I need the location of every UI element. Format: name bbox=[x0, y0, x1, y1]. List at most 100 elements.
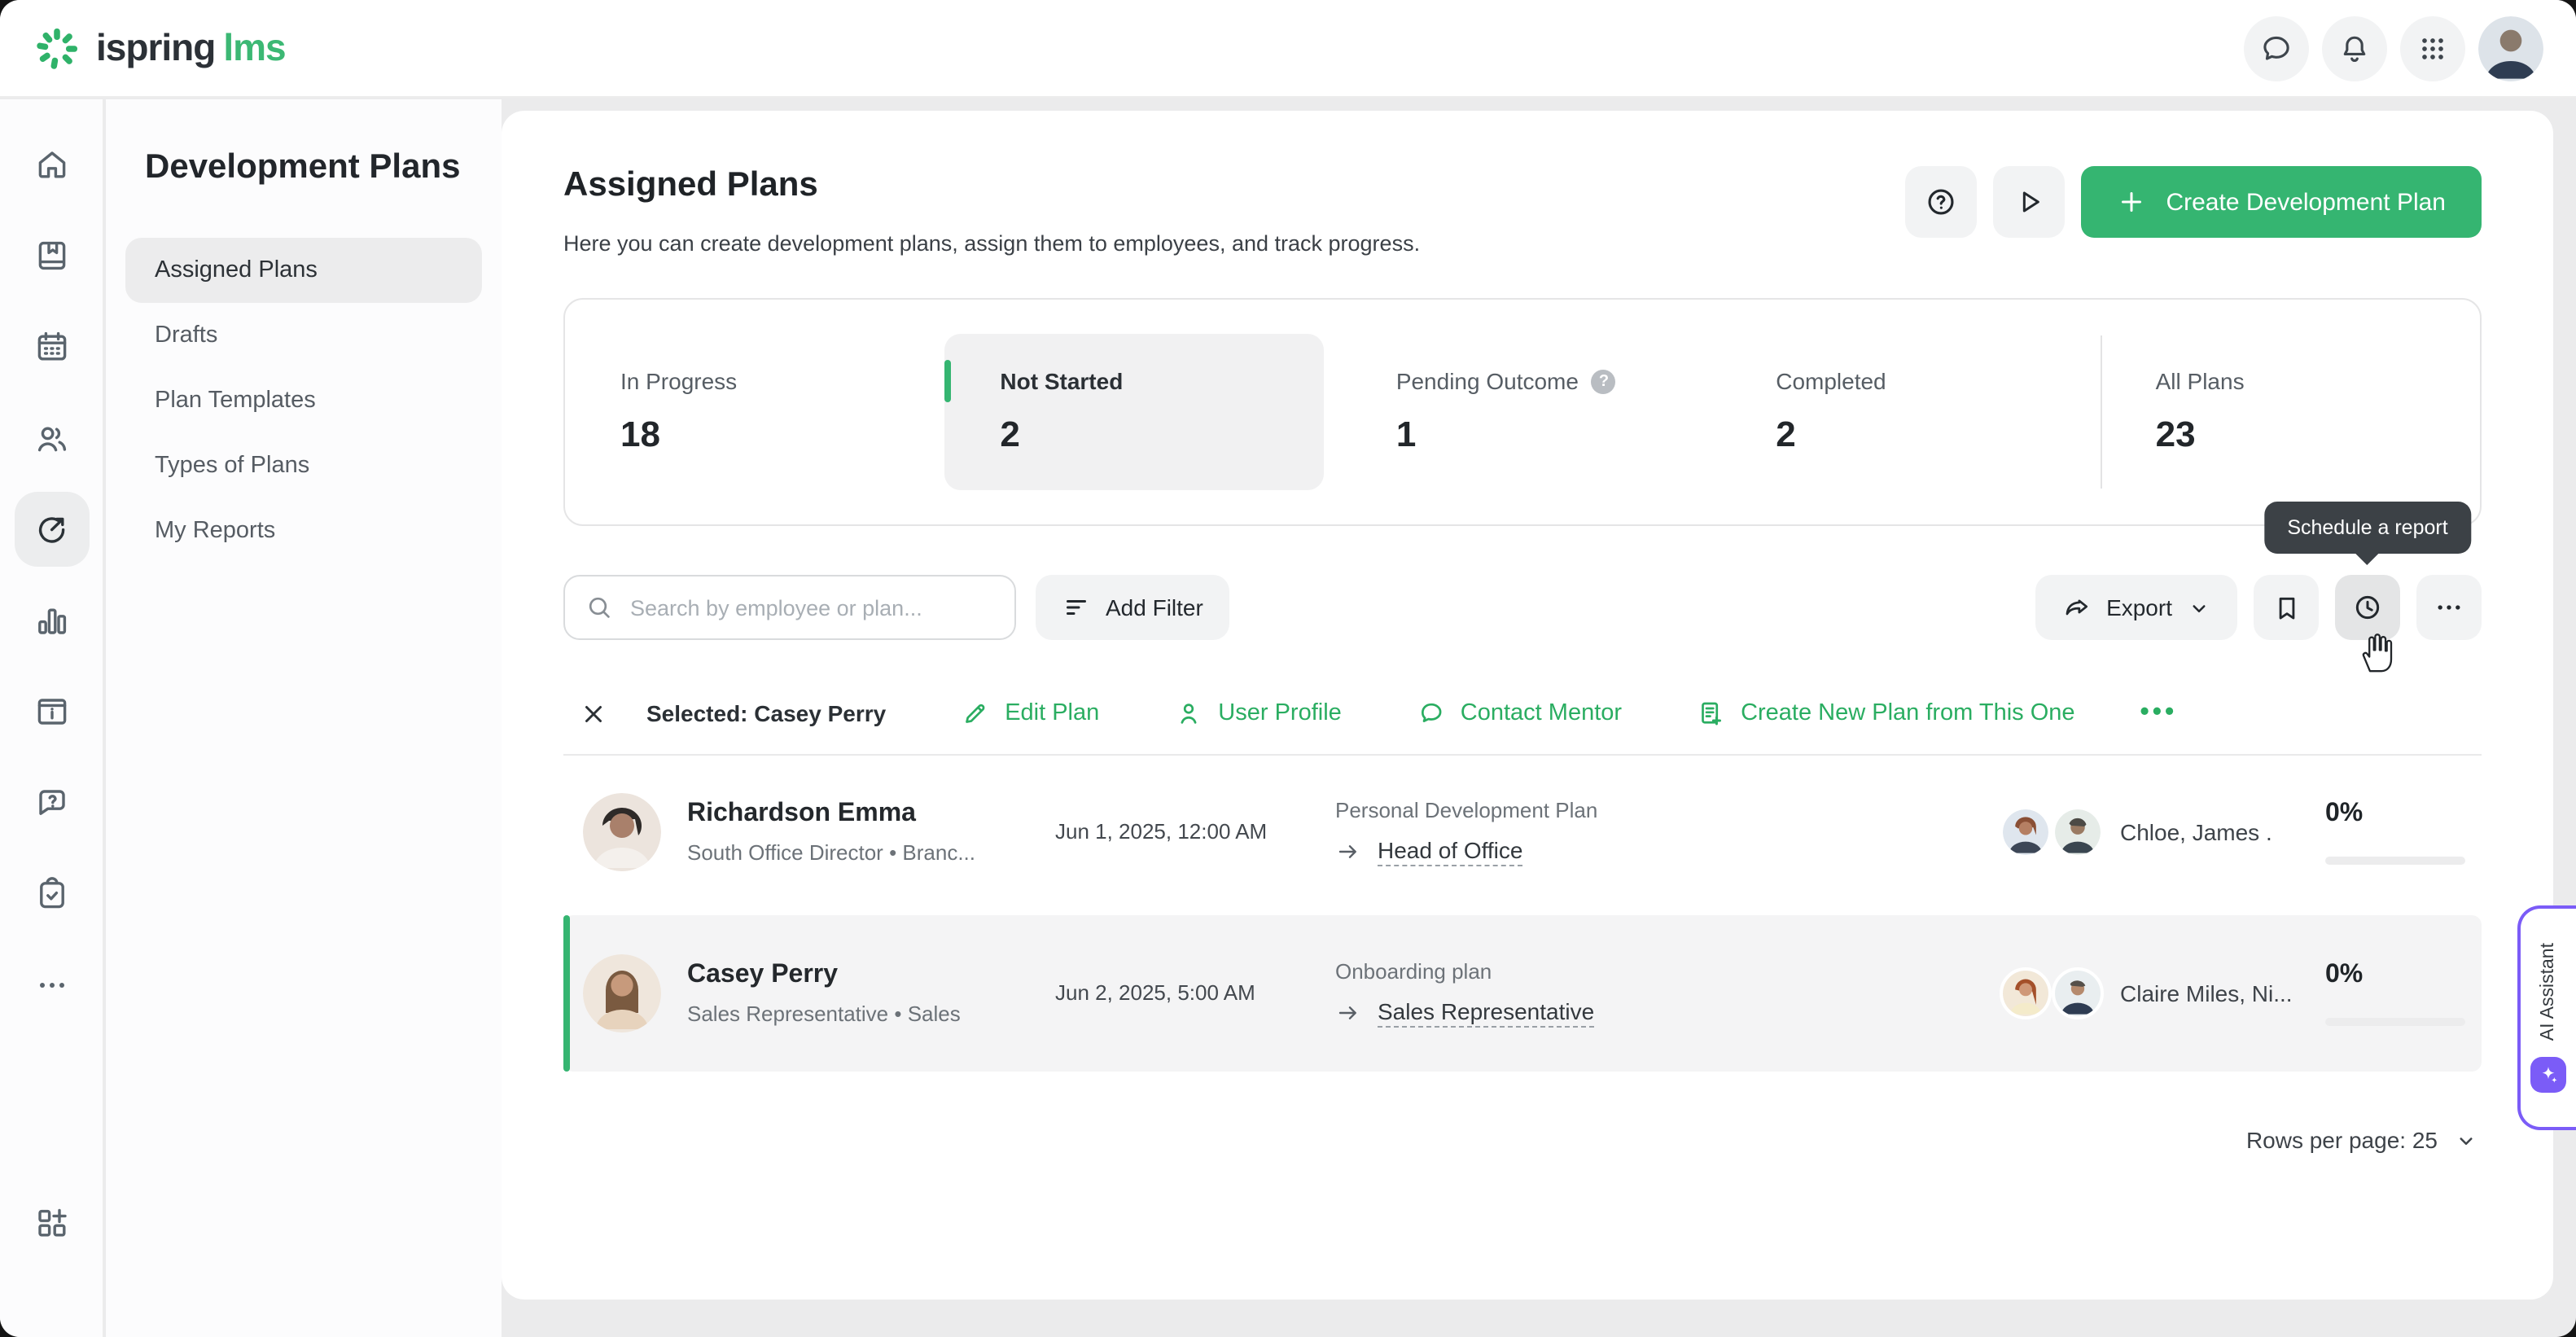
page-description: Here you can create development plans, a… bbox=[563, 231, 1421, 256]
users-icon[interactable] bbox=[32, 419, 71, 458]
plus-icon bbox=[2117, 187, 2146, 217]
saved-report-button[interactable] bbox=[2254, 575, 2319, 640]
progress-value: 0% bbox=[2325, 800, 2364, 827]
document-plus-icon bbox=[1697, 699, 1726, 728]
calendar-icon[interactable] bbox=[32, 327, 71, 366]
search-box bbox=[563, 575, 1016, 640]
employee-name: Casey Perry bbox=[687, 961, 839, 989]
more-ellipsis-icon[interactable] bbox=[32, 966, 71, 1005]
plan-type: Personal Development Plan bbox=[1335, 798, 1598, 822]
sidebar-item-my-reports[interactable]: My Reports bbox=[155, 518, 276, 545]
user-avatar[interactable] bbox=[2478, 15, 2543, 81]
ai-assistant-tab[interactable]: AI Assistant bbox=[2517, 905, 2576, 1130]
plan-date: Jun 2, 2025, 5:00 AM bbox=[1055, 980, 1255, 1005]
mouse-cursor-pointer bbox=[2355, 630, 2395, 674]
table-toolbar: Add Filter Export Schedule a report bbox=[563, 502, 2482, 673]
notifications-bell-icon bbox=[2337, 30, 2372, 66]
stat-all-plans[interactable]: All Plans 23 bbox=[2100, 300, 2480, 524]
mentor-avatar bbox=[2000, 806, 2052, 858]
info-board-icon[interactable] bbox=[32, 692, 71, 731]
stat-completed[interactable]: Completed 2 bbox=[1776, 368, 1886, 454]
sidebar-item-types-of-plans[interactable]: Types of Plans bbox=[155, 453, 310, 480]
plan-type: Onboarding plan bbox=[1335, 959, 1492, 984]
chevron-down-icon[interactable] bbox=[2454, 1128, 2478, 1152]
notifications-button[interactable] bbox=[2322, 15, 2387, 81]
chat-icon bbox=[2258, 30, 2294, 66]
apps-grid-icon bbox=[2416, 32, 2449, 64]
add-filter-button[interactable]: Add Filter bbox=[1036, 575, 1229, 640]
selection-more-button[interactable]: ••• bbox=[2140, 699, 2178, 726]
pagination-bar: Rows per page: 25 bbox=[563, 1127, 2482, 1153]
page-title: Assigned Plans bbox=[563, 166, 818, 204]
ellipsis-icon bbox=[2433, 591, 2465, 624]
help-chat-icon[interactable] bbox=[32, 783, 71, 822]
arrow-right-icon bbox=[1335, 1000, 1361, 1026]
plan-row-richardson-emma[interactable]: Richardson Emma South Office Director • … bbox=[563, 756, 2482, 909]
clipboard-check-icon[interactable] bbox=[32, 875, 71, 914]
selected-stat-accent bbox=[944, 360, 952, 402]
plan-row-casey-perry[interactable]: Casey Perry Sales Representative • Sales… bbox=[563, 915, 2482, 1072]
stat-pending-outcome[interactable]: Pending Outcome? 1 bbox=[1341, 300, 1720, 524]
apps-button[interactable] bbox=[2400, 15, 2465, 81]
sidebar-item-assigned-plans[interactable]: Assigned Plans bbox=[125, 238, 482, 304]
stat-in-progress[interactable]: In Progress 18 bbox=[620, 368, 738, 454]
user-profile-action[interactable]: User Profile bbox=[1174, 699, 1342, 728]
rail-item-development-plans[interactable] bbox=[14, 492, 89, 567]
top-bar: ispring lms bbox=[0, 0, 2576, 98]
close-icon[interactable] bbox=[580, 699, 607, 727]
create-development-plan-button[interactable]: Create Development Plan bbox=[2081, 166, 2482, 238]
bar-chart-icon[interactable] bbox=[32, 601, 71, 640]
watch-video-button[interactable] bbox=[1993, 166, 2066, 238]
chat-button[interactable] bbox=[2244, 15, 2309, 81]
progress-bar bbox=[2325, 857, 2465, 865]
ispring-flower-icon bbox=[33, 24, 81, 72]
employee-avatar bbox=[583, 793, 661, 871]
plan-date: Jun 1, 2025, 12:00 AM bbox=[1055, 818, 1268, 844]
rows-per-page-select[interactable]: Rows per page: 25 bbox=[2245, 1127, 2438, 1153]
search-icon bbox=[585, 593, 614, 622]
sidebar-item-drafts[interactable]: Drafts bbox=[155, 322, 218, 349]
schedule-report-button[interactable]: Schedule a report bbox=[2264, 502, 2471, 673]
edit-plan-action[interactable]: Edit Plan bbox=[961, 699, 1099, 728]
export-button[interactable]: Export bbox=[2035, 575, 2237, 640]
employee-name: Richardson Emma bbox=[687, 800, 916, 827]
selected-row-accent bbox=[563, 915, 570, 1072]
info-badge-icon: ? bbox=[1591, 369, 1616, 393]
plan-target-link[interactable]: Head of Office bbox=[1378, 837, 1523, 866]
brand-name: ispring lms bbox=[96, 26, 287, 68]
target-icon bbox=[32, 510, 71, 549]
status-summary-bar: In Progress 18 Not Started 2 Pending Out… bbox=[563, 298, 2482, 526]
plan-target-link[interactable]: Sales Representative bbox=[1378, 998, 1595, 1028]
employee-avatar bbox=[583, 954, 661, 1032]
brand-logo: ispring lms bbox=[33, 24, 287, 72]
stat-not-started[interactable]: Not Started 2 bbox=[944, 334, 1325, 490]
filter-icon bbox=[1062, 593, 1091, 622]
create-new-plan-from-this-one-action[interactable]: Create New Plan from This One bbox=[1697, 699, 2075, 728]
chat-bubble-icon bbox=[1417, 699, 1446, 728]
help-circle-icon bbox=[1923, 184, 1959, 220]
mentor-avatar bbox=[2052, 967, 2104, 1019]
sparkle-icon bbox=[2530, 1056, 2566, 1093]
help-button[interactable] bbox=[1905, 166, 1978, 238]
more-actions-button[interactable] bbox=[2416, 575, 2482, 640]
mentor-avatar bbox=[2052, 806, 2104, 858]
page-header: Assigned Plans Here you can create devel… bbox=[563, 166, 2482, 256]
progress-bar bbox=[2325, 1018, 2465, 1026]
selection-label: Selected: Casey Perry bbox=[646, 700, 887, 726]
search-input[interactable] bbox=[627, 594, 995, 621]
mentors-cell: Chloe, James . bbox=[2000, 806, 2325, 858]
ai-assistant-label: AI Assistant bbox=[2539, 943, 2558, 1042]
home-icon[interactable] bbox=[32, 145, 71, 184]
icon-rail bbox=[0, 99, 104, 1337]
contact-mentor-action[interactable]: Contact Mentor bbox=[1417, 699, 1622, 728]
chevron-down-icon bbox=[2187, 595, 2211, 620]
plan-cell: Personal Development Plan Head of Office bbox=[1335, 798, 2000, 866]
pencil-icon bbox=[961, 699, 990, 728]
toolbar-right-actions: Export Schedule a report bbox=[2035, 502, 2482, 673]
header-actions: Create Development Plan bbox=[1905, 166, 2482, 238]
arrow-right-icon bbox=[1335, 839, 1361, 865]
sidebar-item-plan-templates[interactable]: Plan Templates bbox=[155, 388, 316, 414]
book-icon[interactable] bbox=[32, 236, 71, 275]
add-widgets-icon[interactable] bbox=[32, 1203, 71, 1243]
